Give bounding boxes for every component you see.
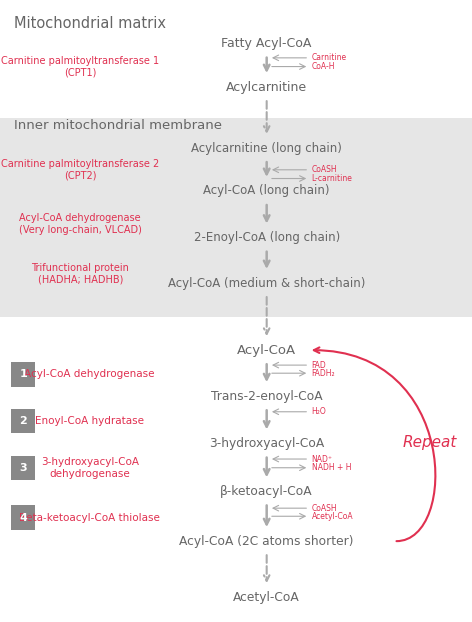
Text: Acyl-CoA (medium & short-chain): Acyl-CoA (medium & short-chain) xyxy=(168,277,365,289)
Text: Trans-2-enoyl-CoA: Trans-2-enoyl-CoA xyxy=(211,390,322,402)
Text: NAD⁺: NAD⁺ xyxy=(312,455,332,463)
Text: Acylcarnitine: Acylcarnitine xyxy=(226,81,307,93)
Text: 3-hydroxyacyl-CoA: 3-hydroxyacyl-CoA xyxy=(209,437,324,450)
Text: Enoyl-CoA hydratase: Enoyl-CoA hydratase xyxy=(35,416,144,426)
Text: Acyl-CoA dehydrogenase
(Very long-chain, VLCAD): Acyl-CoA dehydrogenase (Very long-chain,… xyxy=(19,213,142,234)
Text: Acetyl-CoA: Acetyl-CoA xyxy=(312,512,353,521)
Text: NADH + H: NADH + H xyxy=(312,463,351,472)
FancyBboxPatch shape xyxy=(11,362,35,386)
Text: 3-hydroxyacyl-CoA
dehydrogenase: 3-hydroxyacyl-CoA dehydrogenase xyxy=(41,457,139,478)
Text: Acetyl-CoA: Acetyl-CoA xyxy=(233,591,300,603)
Text: 4: 4 xyxy=(19,513,27,522)
Text: Trifunctional protein
(HADHA; HADHB): Trifunctional protein (HADHA; HADHB) xyxy=(31,263,129,284)
Text: Acyl-CoA dehydrogenase: Acyl-CoA dehydrogenase xyxy=(25,369,155,379)
Text: Beta-ketoacyl-CoA thiolase: Beta-ketoacyl-CoA thiolase xyxy=(19,513,160,522)
FancyBboxPatch shape xyxy=(11,505,35,529)
Text: L-carnitine: L-carnitine xyxy=(312,174,353,183)
Text: FADH₂: FADH₂ xyxy=(312,369,335,378)
Text: 1: 1 xyxy=(19,369,27,379)
Text: Acyl-CoA: Acyl-CoA xyxy=(237,344,296,356)
Text: Mitochondrial matrix: Mitochondrial matrix xyxy=(14,16,166,30)
Text: Inner mitochondrial membrane: Inner mitochondrial membrane xyxy=(14,119,222,132)
FancyBboxPatch shape xyxy=(11,455,35,480)
Text: Repeat: Repeat xyxy=(402,435,457,450)
Text: CoA-H: CoA-H xyxy=(312,62,335,71)
Text: CoASH: CoASH xyxy=(312,504,337,513)
Text: FAD: FAD xyxy=(312,361,326,369)
Text: 2: 2 xyxy=(19,416,27,426)
Text: Carnitine palmitoyltransferase 1
(CPT1): Carnitine palmitoyltransferase 1 (CPT1) xyxy=(1,56,160,77)
Bar xyxy=(0,118,472,317)
Text: CoASH: CoASH xyxy=(312,165,337,174)
Text: Acylcarnitine (long chain): Acylcarnitine (long chain) xyxy=(191,142,342,154)
Text: Fatty Acyl-CoA: Fatty Acyl-CoA xyxy=(221,37,312,50)
Text: 3: 3 xyxy=(19,463,27,473)
Text: H₂O: H₂O xyxy=(312,407,326,416)
Text: Carnitine: Carnitine xyxy=(312,53,346,62)
Text: 2-Enoyl-CoA (long chain): 2-Enoyl-CoA (long chain) xyxy=(194,231,340,244)
FancyArrowPatch shape xyxy=(314,348,435,541)
Text: Acyl-CoA (long chain): Acyl-CoA (long chain) xyxy=(203,185,330,197)
Text: Carnitine palmitoyltransferase 2
(CPT2): Carnitine palmitoyltransferase 2 (CPT2) xyxy=(1,159,160,180)
Text: Acyl-CoA (2C atoms shorter): Acyl-CoA (2C atoms shorter) xyxy=(179,535,354,547)
Text: β-ketoacyl-CoA: β-ketoacyl-CoA xyxy=(220,485,313,498)
FancyBboxPatch shape xyxy=(11,409,35,433)
